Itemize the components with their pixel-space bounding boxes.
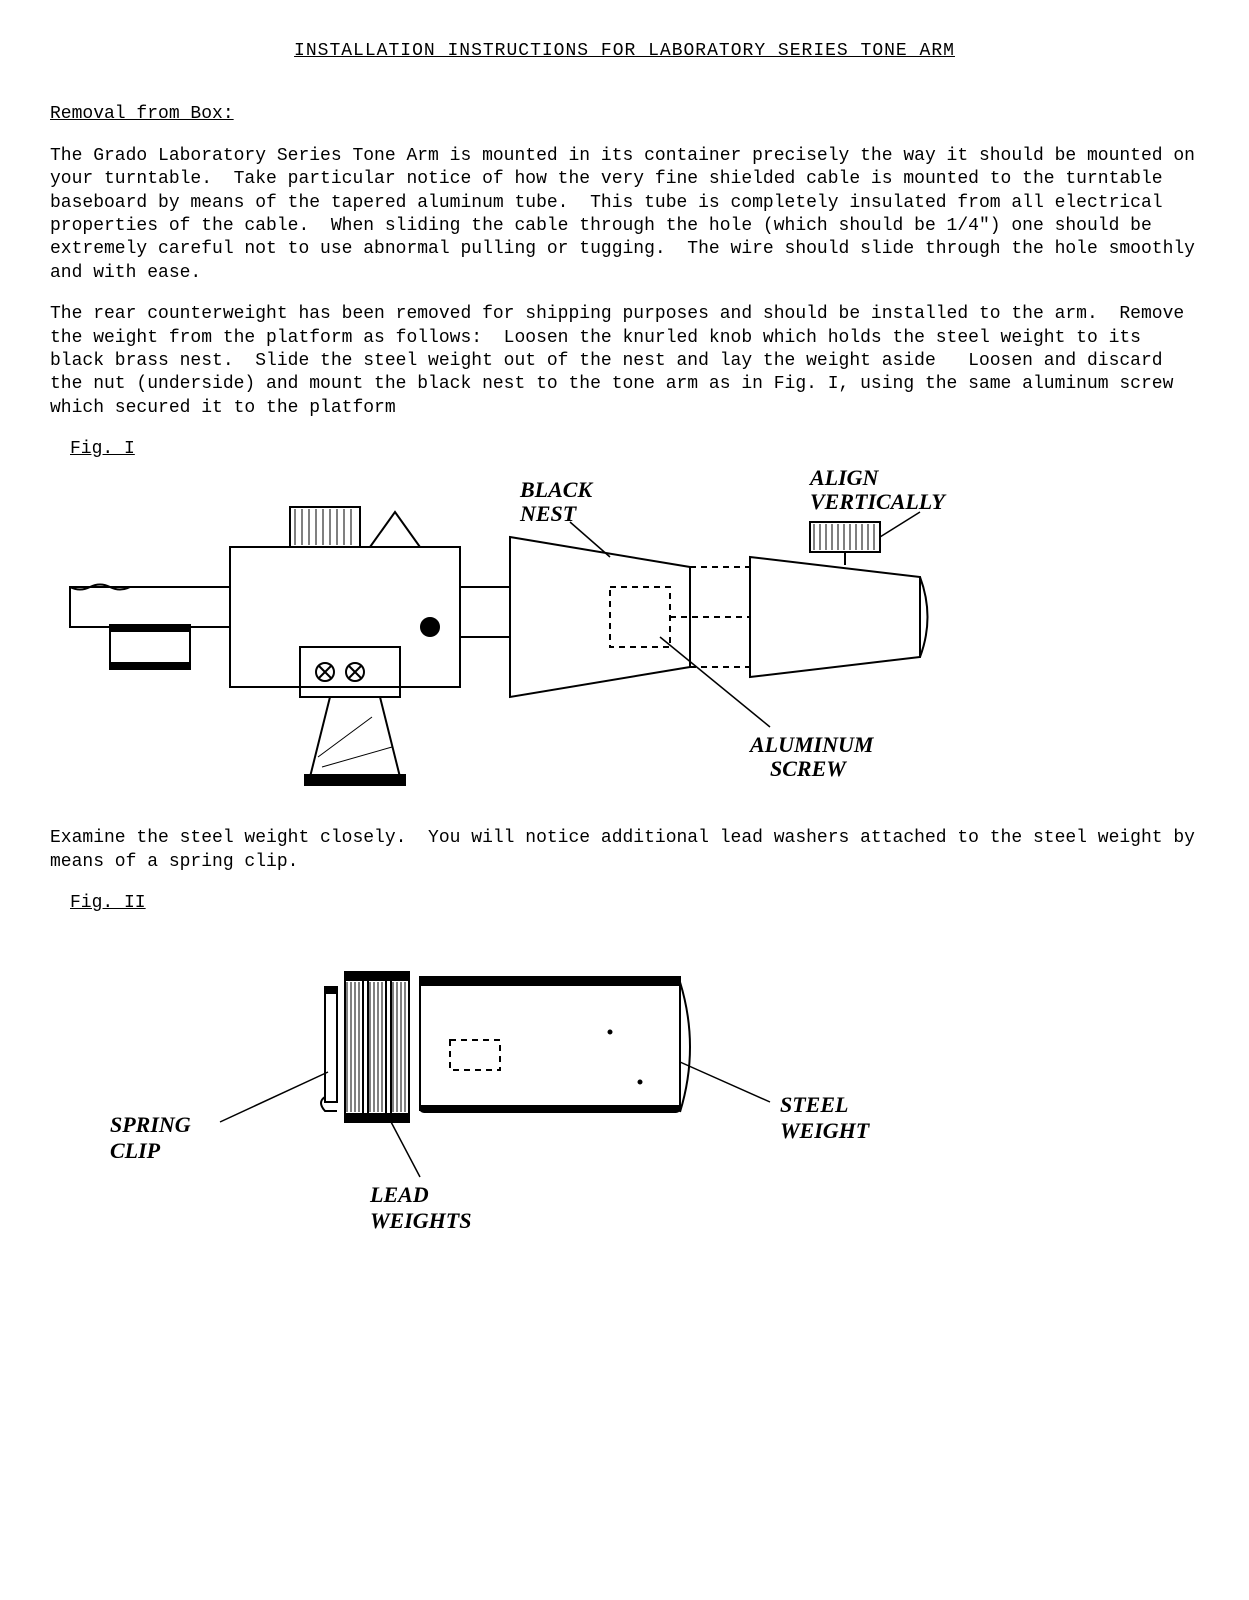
callout-steel-weight: STEEL WEIGHT xyxy=(780,1092,871,1143)
paragraph-3: Examine the steel weight closely. You wi… xyxy=(50,827,1199,874)
callout-spring-clip: SPRING CLIP xyxy=(110,1112,196,1163)
figure-1-label: Fig. I xyxy=(70,438,1199,461)
figure-2-label: Fig. II xyxy=(70,892,1199,915)
callout-lead-weights: LEAD WEIGHTS xyxy=(369,1182,471,1233)
page-title: INSTALLATION INSTRUCTIONS FOR LABORATORY… xyxy=(50,40,1199,63)
callout-black-nest: BLACK NEST xyxy=(519,477,598,526)
callout-aluminum-screw: ALUMINUM SCREW xyxy=(748,732,879,781)
callout-align: ALIGN VERTICALLY xyxy=(808,467,947,514)
figure-2: SPRING CLIP LEAD WEIGHTS STEEL WEIGHT xyxy=(50,922,1199,1242)
section-heading-removal: Removal from Box: xyxy=(50,103,1199,126)
paragraph-2: The rear counterweight has been removed … xyxy=(50,303,1199,420)
paragraph-1: The Grado Laboratory Series Tone Arm is … xyxy=(50,145,1199,285)
figure-1: BLACK NEST ALIGN VERTICALLY ALUMINUM SCR… xyxy=(50,467,1199,807)
